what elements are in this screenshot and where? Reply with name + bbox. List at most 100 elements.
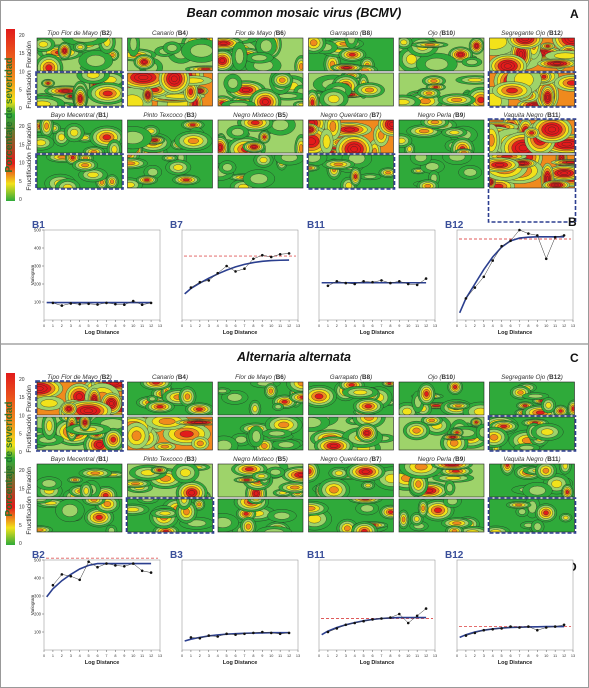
contour-level — [561, 142, 573, 147]
contour-level — [187, 137, 199, 144]
contour-level — [385, 171, 391, 175]
severity-map — [489, 382, 575, 415]
map-label-name: Pinto Texcoco — [143, 456, 183, 463]
x-tick-label: 0 — [456, 324, 458, 328]
severity-map — [127, 38, 213, 71]
x-tick-label: 12 — [149, 654, 153, 658]
contour-level — [431, 404, 441, 407]
severity-map — [489, 155, 575, 188]
legend-tick: 0 — [19, 541, 22, 547]
heatmap-frame — [489, 72, 575, 107]
data-point — [491, 259, 494, 262]
x-tick-label: 5 — [363, 654, 365, 658]
contour-level — [353, 389, 368, 395]
x-tick-label: 5 — [88, 654, 90, 658]
chart-title: B7 — [170, 220, 183, 231]
data-point — [198, 280, 202, 284]
contour-level — [500, 424, 508, 428]
map-label: Bayo Mecentral (B1) — [51, 112, 109, 119]
contour-level — [281, 400, 288, 404]
map-label-code: B1 — [98, 456, 107, 463]
row-label: Floración — [26, 385, 33, 412]
y-tick-label: 400 — [34, 246, 42, 251]
legend-tick: 15 — [19, 486, 25, 492]
data-point — [140, 303, 144, 307]
contour-level — [458, 52, 464, 57]
map-label-close: ) — [194, 112, 197, 119]
contour-level — [477, 96, 484, 104]
contour-level — [451, 469, 460, 473]
data-line — [327, 608, 427, 633]
contour-level — [278, 441, 294, 448]
data-point — [69, 302, 73, 305]
data-point — [234, 270, 237, 273]
severity-map — [308, 382, 394, 415]
map-label-open: ( — [545, 30, 550, 37]
contour-level — [82, 156, 88, 160]
data-point — [131, 562, 135, 565]
map-label-open: ( — [272, 374, 277, 381]
heatmap-frame — [308, 416, 394, 451]
contour-level — [399, 137, 406, 144]
contour-level — [563, 515, 569, 520]
plot-area — [43, 559, 161, 651]
data-point — [344, 623, 348, 627]
contour-level — [83, 408, 94, 413]
severity-map — [127, 120, 213, 153]
data-point — [500, 627, 503, 630]
highlight-box — [487, 118, 577, 223]
data-point — [252, 631, 255, 635]
map-label-code: B3 — [187, 112, 196, 119]
contour-level — [200, 67, 211, 71]
heatmap-frame — [36, 381, 123, 416]
map-label-name: Segregante Ojo — [501, 30, 546, 37]
map-label-open: ( — [274, 456, 279, 463]
severity-map — [308, 499, 394, 532]
data-point — [278, 253, 282, 256]
heatmap-frame — [127, 416, 213, 451]
data-point — [51, 301, 55, 305]
contour-level — [308, 166, 313, 170]
map-label-close: ) — [462, 456, 465, 463]
data-point — [326, 284, 330, 288]
data-point — [269, 631, 273, 635]
x-tick-label: 4 — [354, 324, 356, 328]
map-label-close: ) — [109, 30, 112, 37]
contour-level — [250, 120, 260, 125]
x-tick-label: 13 — [296, 654, 300, 658]
severity-map — [37, 464, 122, 497]
map-label-code: B5 — [278, 456, 287, 463]
x-tick-label: 6 — [96, 654, 98, 658]
contour-level — [66, 407, 71, 411]
data-point — [207, 279, 211, 282]
heatmap-frame — [217, 463, 304, 498]
contour-level — [160, 444, 170, 449]
data-point — [234, 633, 237, 636]
data-point — [389, 281, 392, 285]
highlight-box — [35, 153, 124, 190]
contour-level — [506, 87, 518, 94]
section-title: Alternaria alternata — [236, 350, 351, 364]
highlight-box — [35, 380, 124, 452]
severity-map — [489, 120, 575, 153]
plot-area — [456, 559, 574, 651]
data-point — [482, 628, 486, 632]
x-tick-label: 9 — [536, 654, 538, 658]
contour-level — [553, 183, 560, 187]
severity-map — [37, 155, 122, 188]
map-label-code: B9 — [455, 112, 464, 119]
contour-level — [40, 399, 58, 408]
heatmap-frame — [36, 154, 123, 189]
x-tick-label: 3 — [70, 324, 72, 328]
x-tick-label: 8 — [389, 324, 391, 328]
contour-level — [334, 470, 343, 476]
x-tick-label: 12 — [562, 654, 566, 658]
contour-level — [182, 178, 190, 182]
x-tick-label: 11 — [415, 324, 419, 328]
contour-level — [184, 393, 191, 400]
contour-level — [433, 85, 439, 89]
contour-level — [348, 383, 355, 387]
